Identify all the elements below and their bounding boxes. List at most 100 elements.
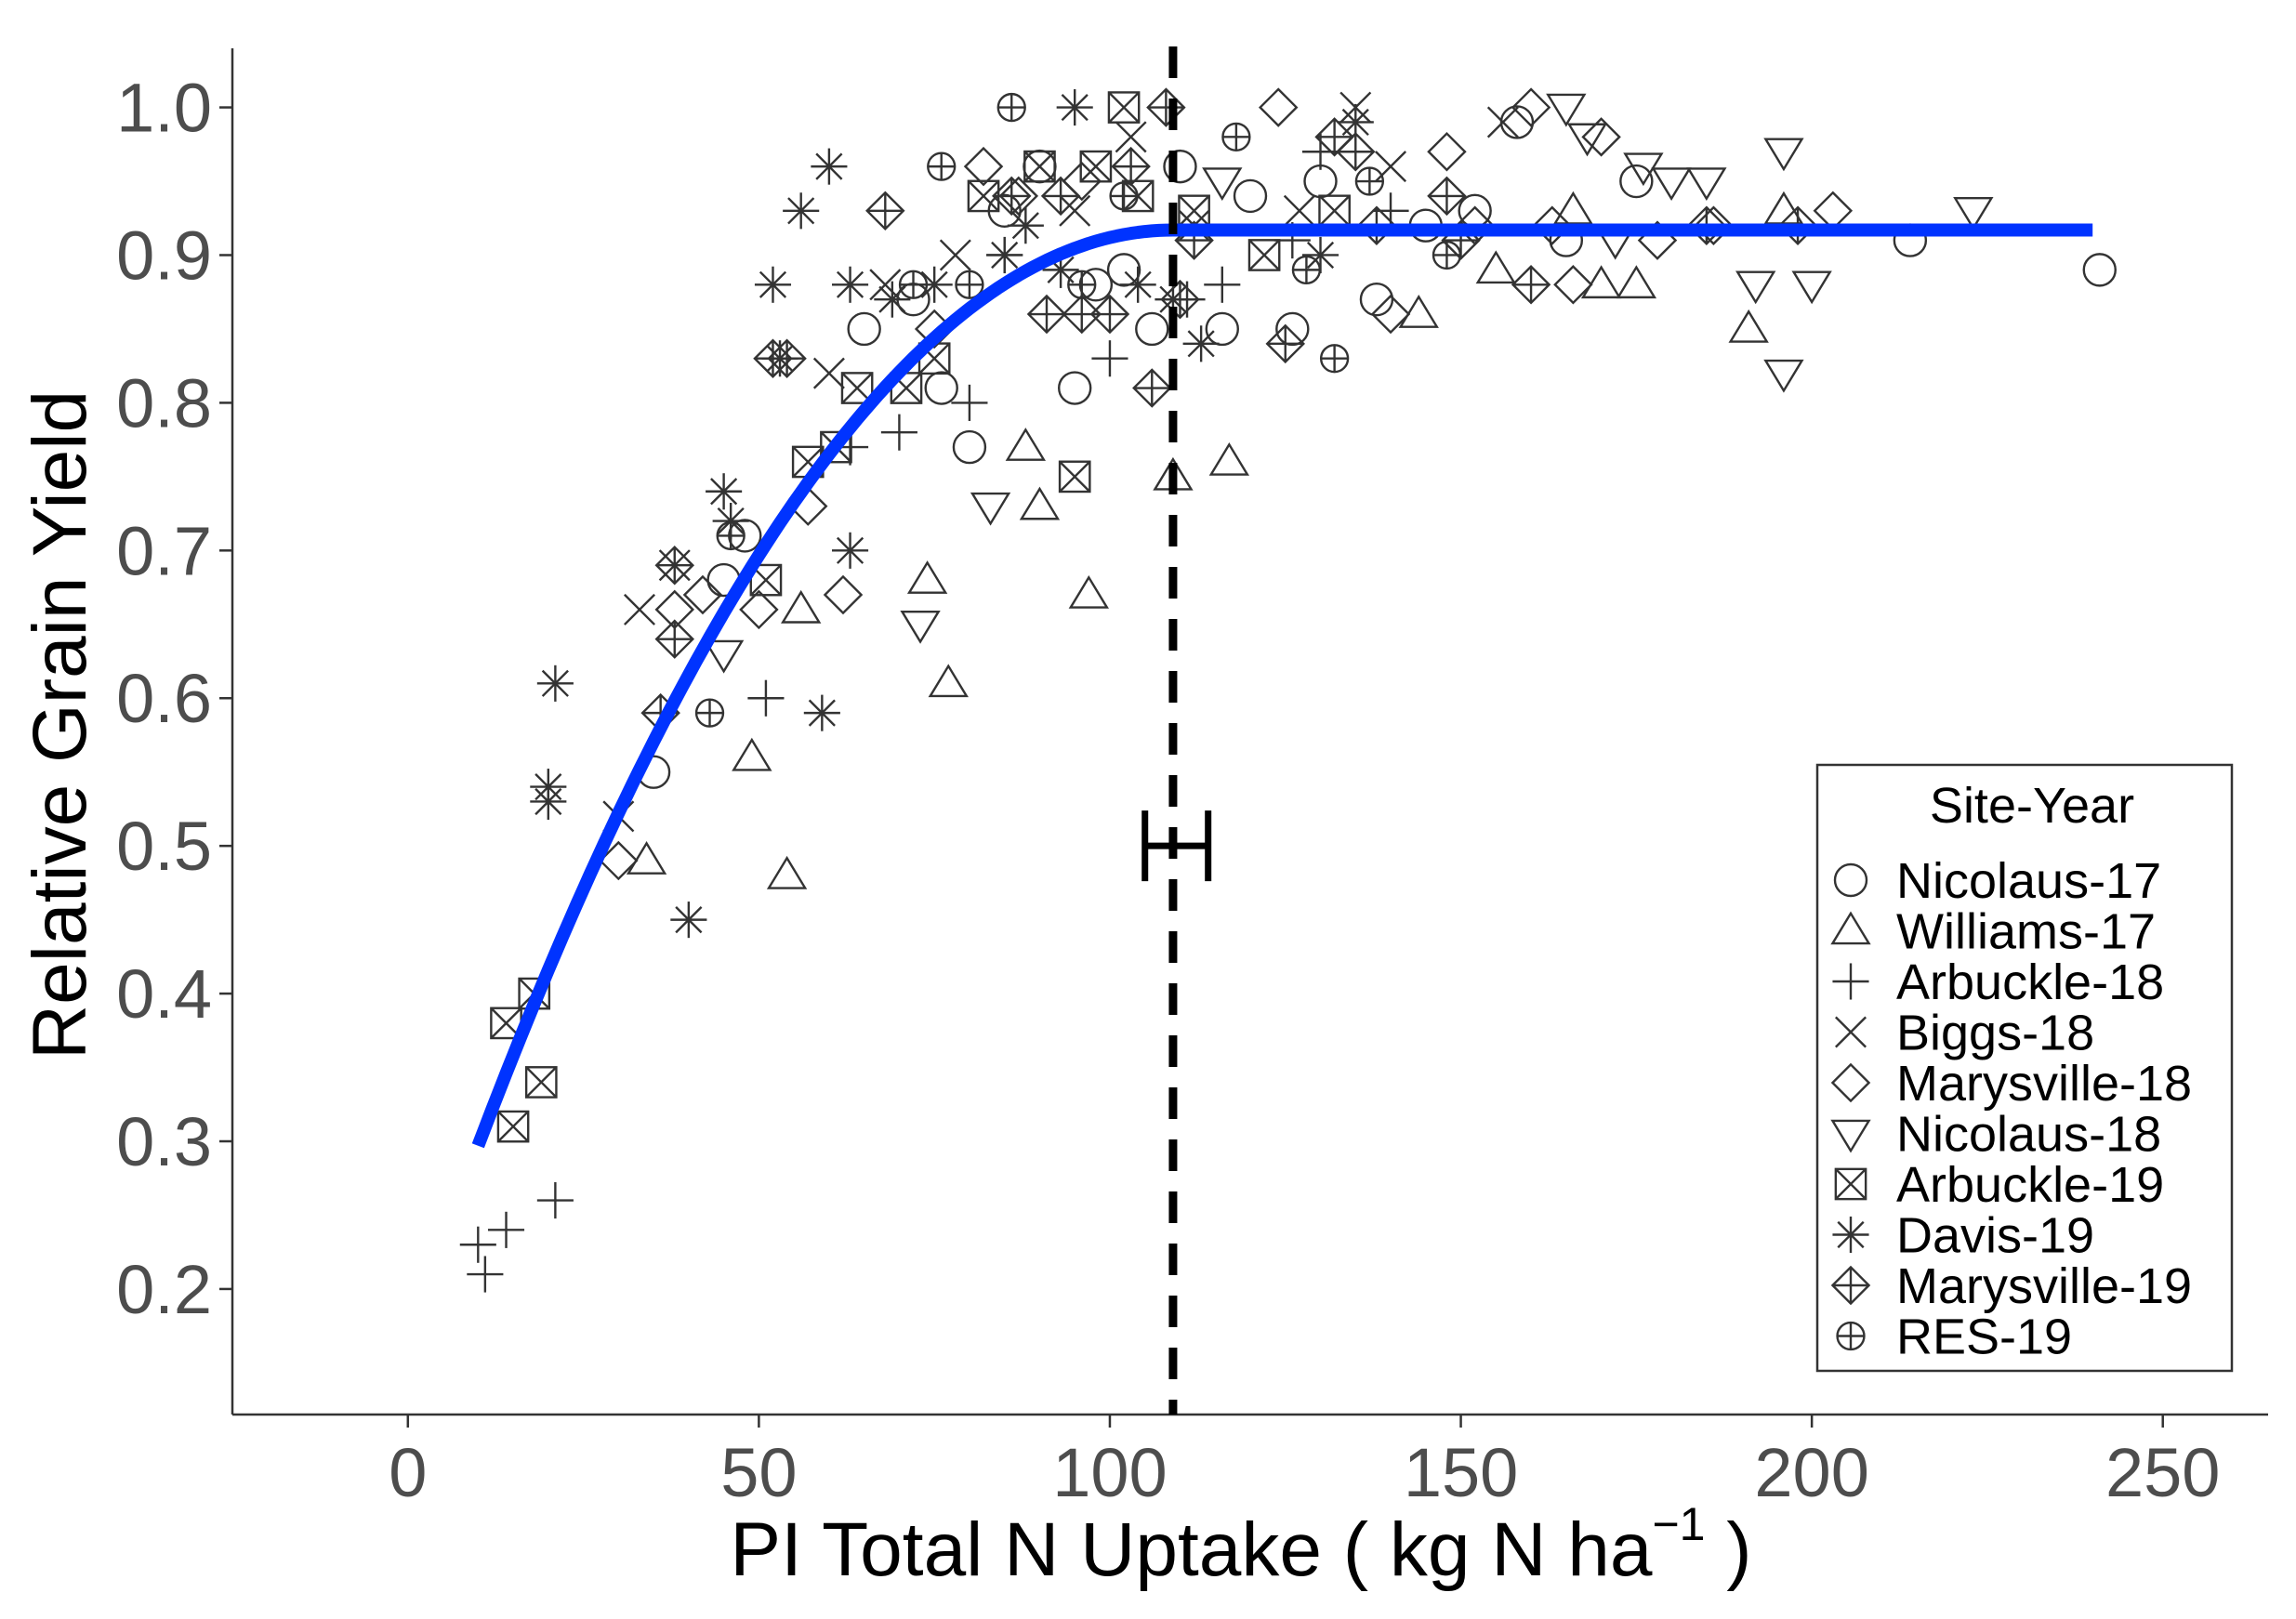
critical-error-bar <box>1141 810 1212 882</box>
data-point <box>783 192 820 230</box>
data-point <box>874 281 911 318</box>
legend-label: Davis-19 <box>1896 1208 2094 1264</box>
data-point <box>1651 167 1692 202</box>
data-point <box>766 855 808 889</box>
data-point <box>1026 294 1067 335</box>
data-point <box>530 769 567 806</box>
data-point <box>1132 368 1172 408</box>
data-point <box>1813 191 1854 231</box>
data-point <box>1581 117 1621 157</box>
data-point <box>1007 207 1044 244</box>
data-point <box>1107 91 1141 124</box>
data-point <box>467 1256 504 1293</box>
y-tick-label: 0.3 <box>116 1103 212 1180</box>
data-point <box>1062 161 1102 202</box>
data-point <box>1511 87 1551 127</box>
data-point <box>803 694 840 731</box>
data-point <box>1354 166 1385 196</box>
series-arbuckle-18 <box>459 133 1409 1293</box>
data-point <box>459 1226 496 1263</box>
data-point <box>1546 93 1587 127</box>
legend-entry: Marysville-19 <box>1830 1258 2192 1314</box>
data-point <box>1318 194 1351 228</box>
legend-symbol <box>1833 862 1868 898</box>
data-point <box>963 146 1004 187</box>
data-point <box>703 639 745 674</box>
data-point <box>654 619 695 659</box>
data-point <box>924 371 958 405</box>
data-point <box>1089 294 1130 335</box>
data-point <box>1091 340 1128 377</box>
series-res-19 <box>694 92 1462 728</box>
data-point <box>1566 123 1608 157</box>
data-point <box>1763 359 1804 393</box>
legend-symbol <box>1830 911 1871 945</box>
data-point <box>524 1066 558 1099</box>
data-point <box>900 610 941 644</box>
data-point <box>1205 311 1239 347</box>
legend-entry: Nicolaus-17 <box>1833 853 2161 909</box>
data-point <box>1552 191 1594 225</box>
data-point <box>1182 325 1220 362</box>
series-davis-19 <box>530 89 1374 939</box>
data-point <box>880 414 917 451</box>
legend-box <box>1815 763 2234 1373</box>
legend-entry: Marysville-18 <box>1830 1056 2192 1112</box>
data-point <box>706 473 743 510</box>
data-point <box>2082 253 2117 287</box>
data-point <box>1247 239 1281 271</box>
data-point <box>496 1110 530 1143</box>
y-axis-title: Relative Grain Yield <box>18 390 102 1060</box>
data-point <box>682 574 723 615</box>
legend-entries: Nicolaus-17Williams-17Arbuckle-18Biggs-1… <box>1830 853 2192 1365</box>
data-point <box>1619 164 1654 199</box>
data-point <box>832 266 869 303</box>
legend-entry: Arbuckle-18 <box>1832 954 2164 1010</box>
data-point <box>1146 87 1186 127</box>
legend-entry: Davis-19 <box>1832 1208 2094 1264</box>
data-point <box>781 589 822 624</box>
data-point <box>986 236 1023 274</box>
data-point <box>1059 194 1091 227</box>
data-point <box>1135 311 1169 347</box>
data-point <box>1375 151 1407 183</box>
data-point <box>624 593 655 625</box>
data-point <box>1319 344 1350 374</box>
data-point <box>712 502 749 540</box>
data-point <box>1486 106 1519 138</box>
data-point <box>1202 167 1243 202</box>
data-point <box>1258 87 1299 127</box>
data-point <box>1735 270 1776 305</box>
data-point <box>487 1211 525 1248</box>
data-point <box>939 239 971 271</box>
data-point <box>1109 181 1139 211</box>
legend-symbol <box>1830 1265 1871 1306</box>
data-point <box>732 737 772 771</box>
legend-label: Arbuckle-18 <box>1896 954 2164 1010</box>
data-point <box>1119 266 1156 303</box>
legend-label: Williams-17 <box>1896 904 2156 960</box>
fit-curve-layer <box>471 223 2093 1149</box>
data-point <box>1058 371 1092 405</box>
series-nicolaus-18 <box>703 93 1994 674</box>
legend-symbol <box>1830 1062 1871 1103</box>
data-point <box>1953 197 1994 230</box>
data-point <box>1314 117 1354 157</box>
legend-label: Nicolaus-17 <box>1896 853 2161 909</box>
data-point <box>1204 266 1241 303</box>
legend-label: Biggs-18 <box>1896 1006 2094 1061</box>
series-williams-17 <box>626 191 1804 889</box>
data-point <box>654 545 695 586</box>
data-point <box>847 311 881 347</box>
axes: 0 50 100 150 200 250 0.2 0.3 0.4 0.5 0.6 0.7 0.8 0.9 1… <box>116 48 2268 1511</box>
data-point <box>1763 191 1804 225</box>
data-point <box>670 902 707 939</box>
data-point <box>1283 194 1315 227</box>
data-point <box>1233 178 1268 214</box>
data-point <box>1616 265 1657 299</box>
data-point <box>1427 176 1467 217</box>
data-point <box>599 840 639 881</box>
x-tick-label: 50 <box>720 1434 797 1511</box>
data-point <box>754 266 792 303</box>
